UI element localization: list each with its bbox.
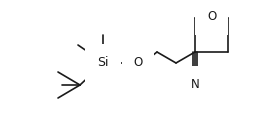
Text: Si: Si [97,56,109,69]
Text: O: O [133,56,143,69]
Text: N: N [191,78,199,91]
Text: O: O [207,11,216,24]
